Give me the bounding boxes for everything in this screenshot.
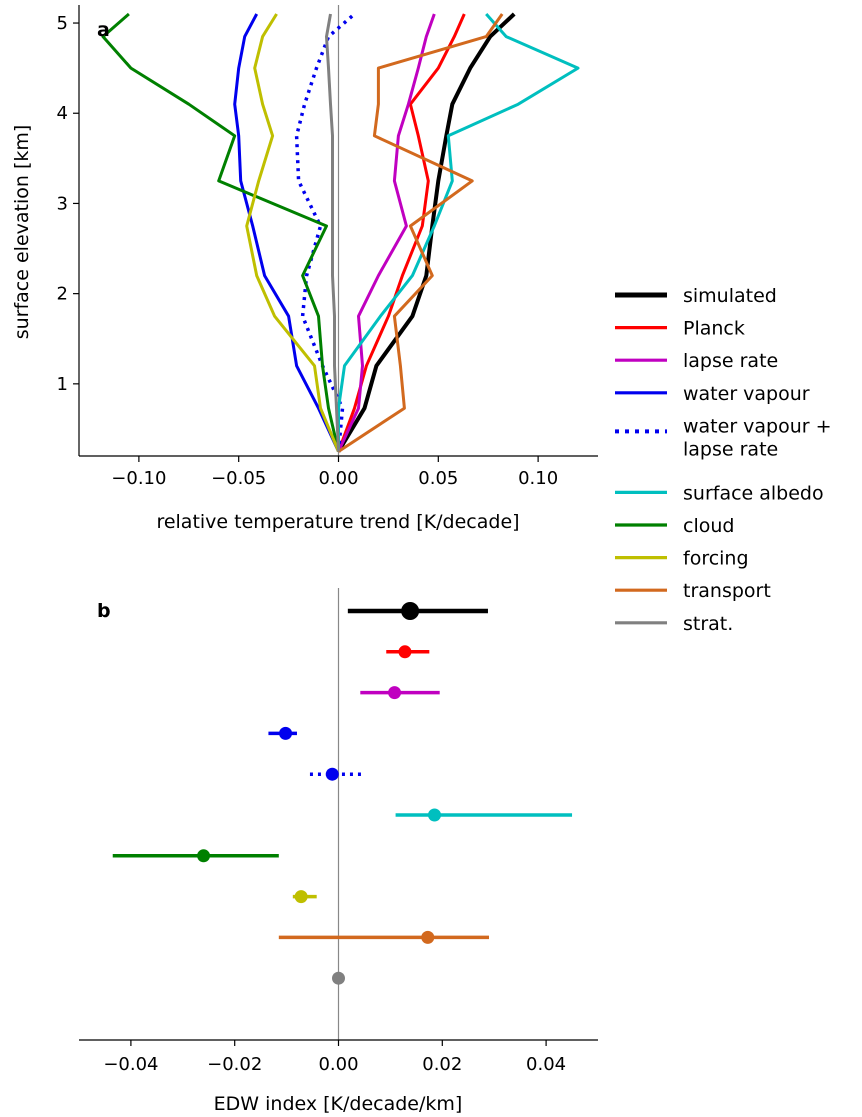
legend-label: lapse rate [683,350,778,372]
legend-item-forcing: forcing [615,548,749,570]
legend-label: transport [683,580,771,602]
panel-a-y-tick-label: 1 [57,374,68,395]
legend-label-line2: lapse rate [683,438,778,460]
panel-a-x-label: relative temperature trend [K/decade] [156,511,519,533]
edw-point-water-vapour-lapse-rate [309,767,362,781]
edw-marker-cloud [197,849,211,863]
panel-b-x-ticks: −0.04 −0.02 0.00 0.02 0.04 [103,1040,566,1075]
legend-label: water vapour + [683,415,832,437]
legend-label: water vapour [683,383,810,405]
edw-marker-water-vapour [279,726,293,740]
series-line-cloud [101,12,340,452]
series-line-water-vapour [233,13,340,453]
series-line-planck [337,13,466,453]
edw-point-simulated [347,602,488,620]
panel-a-y-tick-label: 3 [57,193,68,214]
legend: simulated Planck lapse rate water vapour wat… [615,285,832,635]
panel-a-y-ticks: 1 2 3 4 5 [57,13,79,395]
panel-a-x-ticks: −0.10 −0.05 0.00 0.05 0.10 [111,456,558,489]
edw-point-cloud [112,849,279,863]
legend-label: cloud [683,515,734,537]
panel-a-x-tick-label: 0.00 [318,468,358,489]
legend-item-lapse-rate: lapse rate [615,350,778,372]
panel-b-points-group [112,602,573,985]
series-line-simulated [336,12,516,453]
legend-item-surface-albedo: surface albedo [615,482,824,504]
legend-item-water-vapour: water vapour [615,383,810,405]
series-line-lapse-rate [337,13,436,453]
panel-a-y-tick-label: 5 [57,13,68,34]
edw-marker-transport [421,930,435,944]
panel-a: −0.10 −0.05 0.00 0.05 0.10 1 2 3 4 5 a relative … [11,5,598,533]
edw-marker-strat [332,971,345,985]
legend-label: forcing [683,548,749,570]
edw-marker-planck [398,645,412,659]
panel-b-x-tick-label: 0.02 [422,1054,462,1075]
edw-marker-forcing [294,890,308,904]
panel-a-x-tick-label: 0.05 [418,468,458,489]
edw-point-surface-albedo [395,808,573,822]
legend-label: Planck [683,318,745,340]
panel-b-x-label: EDW index [K/decade/km] [214,1093,463,1115]
panel-b: −0.04 −0.02 0.00 0.02 0.04 b EDW index [K/de… [79,588,598,1115]
panel-a-x-tick-label: 0.10 [518,468,558,489]
edw-point-strat [332,971,345,985]
series-line-water-vapour-lapse-rate [294,12,356,452]
panel-b-x-tick-label: 0.04 [526,1054,566,1075]
panel-b-label: b [97,600,111,622]
legend-item-transport: transport [615,580,771,602]
panel-b-x-tick-label: 0.00 [318,1054,358,1075]
edw-point-transport [278,930,490,944]
legend-item-water-vapour-lapse-rate: water vapour +lapse rate [615,415,832,460]
panel-a-x-tick-label: −0.10 [111,468,166,489]
edw-marker-water-vapour-lapse-rate [325,767,339,781]
series-line-forcing [245,13,340,453]
panel-a-x-tick-label: −0.05 [211,468,266,489]
panel-a-y-label: surface elevation [km] [11,125,33,340]
series-line-surface-albedo [337,13,580,452]
panel-a-label: a [97,19,110,41]
edw-point-lapse-rate [360,686,440,700]
legend-item-strat: strat. [615,613,733,635]
panel-b-x-tick-label: −0.04 [103,1054,158,1075]
edw-marker-lapse-rate [388,686,402,700]
edw-marker-simulated [401,602,420,620]
series-line-strat [325,13,340,452]
edw-point-forcing [292,890,317,904]
legend-item-simulated: simulated [615,285,777,307]
edw-point-water-vapour [268,726,297,740]
legend-label: surface albedo [683,482,824,504]
series-line-transport [337,13,504,453]
edw-point-planck [386,645,430,659]
edw-marker-surface-albedo [428,808,442,822]
legend-item-planck: Planck [615,318,745,340]
panel-a-y-tick-label: 4 [57,103,68,124]
panel-b-x-tick-label: −0.02 [207,1054,262,1075]
legend-label: simulated [683,285,777,307]
legend-item-cloud: cloud [615,515,734,537]
legend-label: strat. [683,613,733,635]
panel-a-y-tick-label: 2 [57,284,68,305]
panel-a-series-group [101,12,580,453]
